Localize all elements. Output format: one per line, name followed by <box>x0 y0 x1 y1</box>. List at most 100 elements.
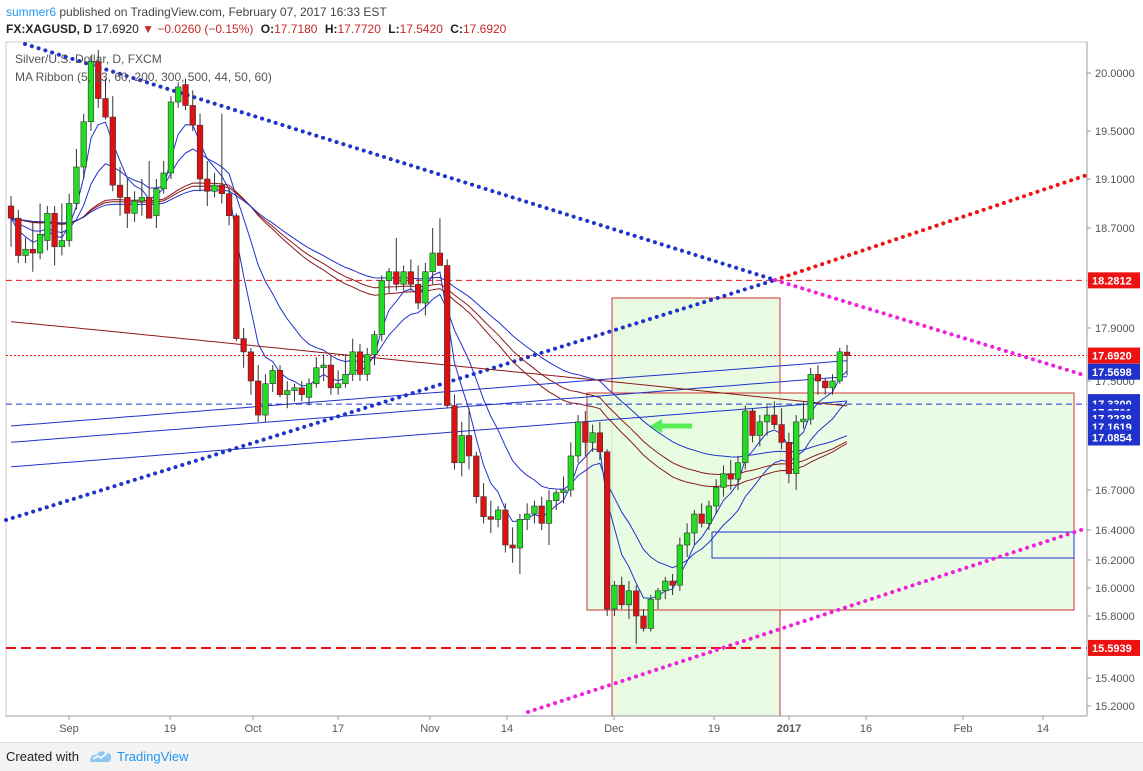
candle-body <box>226 193 233 217</box>
price-chart[interactable]: 20.000019.500019.100018.700017.900017.50… <box>0 0 1143 742</box>
candle-body <box>604 451 611 610</box>
candle-body <box>66 203 73 241</box>
candle <box>669 574 676 595</box>
candle-body <box>531 505 538 515</box>
candle-body <box>356 351 364 375</box>
candle-body <box>385 271 393 281</box>
candle <box>807 367 814 425</box>
close-label: C: <box>450 22 463 36</box>
candle <box>516 514 523 574</box>
candle <box>400 265 407 291</box>
symbol-label[interactable]: FX:XAGUSD, D <box>6 22 93 36</box>
ohlc-line: FX:XAGUSD, D 17.6920 ▼ −0.0260 (−0.15%) … <box>6 22 506 36</box>
candle-body <box>669 580 676 586</box>
candle <box>291 383 298 402</box>
candle-body <box>574 421 582 457</box>
publish-info: summer6 published on TradingView.com, Fe… <box>6 5 387 19</box>
candle <box>676 537 683 591</box>
author-link[interactable]: summer6 <box>6 5 57 19</box>
candle <box>138 179 145 216</box>
price-tick-label: 17.9000 <box>1095 323 1135 335</box>
candle <box>7 196 15 247</box>
candle-body <box>262 383 269 416</box>
candle <box>385 268 393 293</box>
candle <box>240 328 247 368</box>
candle <box>582 410 589 456</box>
candle-body <box>73 166 80 204</box>
candle <box>654 588 662 609</box>
time-tick-label: 17 <box>332 723 344 735</box>
candle <box>502 503 509 553</box>
candle-body <box>80 121 87 168</box>
candle-body <box>131 200 138 214</box>
close-value: 17.6920 <box>462 22 507 36</box>
candle <box>567 442 574 497</box>
price-tag <box>1088 363 1140 380</box>
ma-13 <box>10 148 848 569</box>
candle <box>66 193 73 247</box>
candle-body <box>7 205 15 219</box>
candle <box>269 365 276 392</box>
candle <box>756 415 763 447</box>
candle <box>618 576 625 609</box>
candle <box>444 259 451 409</box>
candle <box>640 609 647 632</box>
candle <box>822 378 829 395</box>
candle <box>611 581 618 616</box>
price-tick-label: 15.2000 <box>1095 701 1135 713</box>
candle-body <box>298 387 305 395</box>
candle-body <box>734 462 742 480</box>
candle <box>436 218 444 266</box>
candle-body <box>691 513 698 534</box>
candle <box>814 365 822 395</box>
candle-body <box>349 351 356 375</box>
candle-body <box>582 421 589 443</box>
candle <box>843 344 851 376</box>
candle-body <box>778 424 785 443</box>
candle <box>247 347 255 395</box>
price-tick-label: 18.7000 <box>1095 223 1135 235</box>
candle <box>167 96 175 179</box>
price-axis[interactable]: 20.000019.500019.100018.700017.900017.50… <box>1086 42 1140 716</box>
candle <box>720 465 727 497</box>
trend-blue-down <box>23 42 777 282</box>
zone-horizontal <box>586 392 1075 611</box>
tradingview-link[interactable]: TradingView <box>117 749 189 764</box>
candle-body <box>756 421 763 436</box>
series-legend[interactable]: Silver/U.S. Dollar, D, FXCM <box>15 52 162 66</box>
high-value: 17.7720 <box>337 22 381 36</box>
candle-body <box>843 351 851 356</box>
candle-body <box>407 271 414 285</box>
candle <box>705 500 713 530</box>
ma-ribbon-legend[interactable]: MA Ribbon (5, 13, 60, 200, 300, 500, 44,… <box>15 70 272 84</box>
price-tick-label: 20.0000 <box>1095 68 1135 80</box>
price-tick-label: 16.2000 <box>1095 555 1135 567</box>
candle-body <box>538 505 545 524</box>
low-label: L: <box>388 22 400 36</box>
candle-body <box>116 184 124 198</box>
candle-body <box>109 116 116 186</box>
open-label: O: <box>260 22 275 36</box>
candle-body <box>247 351 255 382</box>
zone-small <box>711 531 1075 559</box>
candle <box>371 330 378 366</box>
candle <box>298 381 305 402</box>
candle-body <box>836 351 843 382</box>
candle <box>29 221 36 272</box>
candle <box>22 238 29 263</box>
candle <box>785 432 792 484</box>
candle <box>393 238 400 291</box>
candle <box>698 503 705 528</box>
time-axis[interactable]: Sep 19 Oct 17 Nov 14 Dec 19 2017 16 Feb 14 <box>6 715 1087 735</box>
high-label: H: <box>324 22 338 36</box>
candle <box>494 506 502 528</box>
price-tick-label: 15.8000 <box>1095 611 1135 623</box>
candle <box>713 479 720 514</box>
candle-body <box>342 374 349 385</box>
candle-body <box>567 455 574 491</box>
candle <box>327 354 334 395</box>
candle-body <box>465 435 473 457</box>
candle-body <box>713 486 720 507</box>
candle-body <box>240 338 247 353</box>
candle-body <box>422 271 429 304</box>
